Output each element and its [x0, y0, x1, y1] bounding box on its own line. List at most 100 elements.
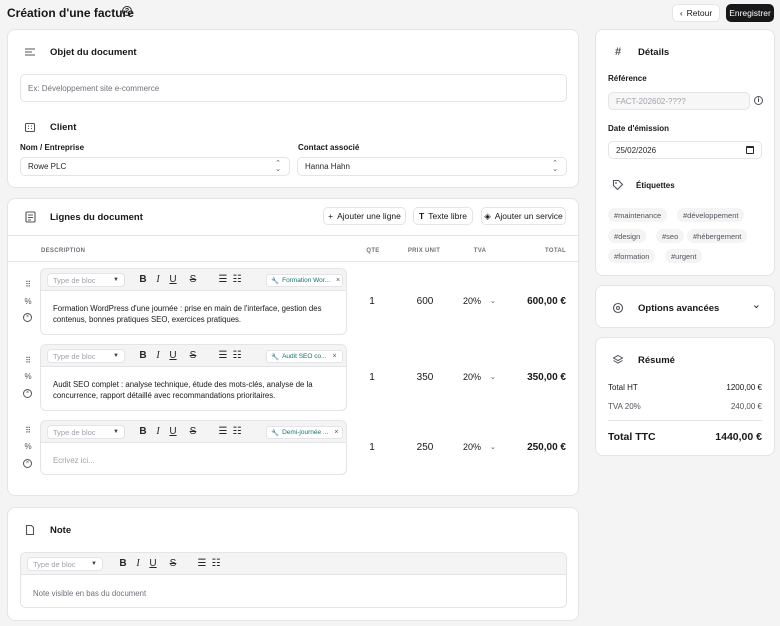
close-icon[interactable]: × — [332, 353, 337, 360]
line-editor[interactable]: Type de bloc ▼ B I U S ☰ ☷ 🔧 Formation Wor… — [40, 268, 347, 335]
bullet-list-icon[interactable]: ☰ — [218, 426, 228, 437]
company-select[interactable]: Rowe PLC ⌃ ⌄ — [20, 157, 290, 176]
lines-section-title: Lignes du document — [22, 210, 143, 224]
bullet-list-icon[interactable]: ☰ — [197, 558, 207, 569]
underline-icon[interactable]: U — [169, 426, 177, 437]
underline-icon[interactable]: U — [169, 350, 177, 361]
tag-chip[interactable]: #seo — [656, 229, 685, 243]
italic-icon[interactable]: I — [156, 350, 160, 361]
numbered-list-icon[interactable]: ☷ — [232, 426, 242, 437]
bold-icon[interactable]: B — [139, 350, 147, 361]
qty-value[interactable]: 1 — [369, 372, 375, 383]
chevron-down-icon: ⌄ — [490, 444, 496, 451]
service-tag[interactable]: 🔧 Formation Wor... × — [266, 274, 343, 287]
block-type-select[interactable]: Type de bloc ▼ — [27, 557, 103, 571]
caret-down-icon: ▼ — [91, 561, 97, 567]
caret-down-icon: ▼ — [113, 277, 119, 283]
numbered-list-icon[interactable]: ☷ — [232, 274, 242, 285]
save-button[interactable]: Enregistrer — [726, 4, 774, 22]
close-icon[interactable]: × — [336, 277, 341, 284]
wrench-icon: 🔧 — [271, 429, 280, 437]
drag-handle-icon[interactable]: ⠿ — [25, 356, 31, 365]
editor-toolbar: Type de bloc ▼ B I U S ☰ ☷ 🔧 Formation Wor… — [41, 269, 346, 291]
bold-icon[interactable]: B — [119, 558, 127, 569]
price-value[interactable]: 350 — [416, 372, 434, 383]
strikethrough-icon[interactable]: S — [189, 426, 197, 437]
contact-label: Contact associé — [298, 143, 360, 152]
chevron-down-icon: ⌄ — [490, 374, 496, 381]
tag-chip[interactable]: #formation — [608, 249, 656, 263]
vat-select[interactable]: 20% — [462, 372, 481, 382]
line-editor[interactable]: Type de bloc ▼ B I U S ☰ ☷ 🔧 Audit SEO co.… — [40, 344, 347, 411]
caret-down-icon: ▼ — [113, 429, 119, 435]
summary-section-title: Résumé — [610, 353, 675, 367]
date-label: Date d'émission — [608, 124, 670, 133]
drag-handle-icon[interactable]: ⠿ — [25, 426, 31, 435]
text-icon: T — [419, 211, 425, 221]
remove-icon[interactable]: × — [23, 459, 32, 468]
free-text-button[interactable]: T Texte libre — [413, 207, 473, 225]
add-service-button[interactable]: ◈ Ajouter un service — [481, 207, 566, 225]
tag-chip[interactable]: #développement — [677, 208, 745, 222]
file-icon — [22, 523, 38, 537]
price-value[interactable]: 250 — [416, 442, 434, 453]
info-icon[interactable]: i — [754, 96, 763, 105]
qty-value[interactable]: 1 — [369, 442, 375, 453]
underline-icon[interactable]: U — [149, 558, 157, 569]
remove-icon[interactable]: × — [23, 389, 32, 398]
tag-chip[interactable]: #design — [608, 229, 647, 243]
italic-icon[interactable]: I — [156, 426, 160, 437]
bold-icon[interactable]: B — [139, 274, 147, 285]
col-unit-price: PRIX UNIT — [407, 248, 441, 254]
chevron-down-icon[interactable]: ⌄ — [751, 299, 761, 311]
strikethrough-icon[interactable]: S — [189, 350, 197, 361]
drag-handle-icon[interactable]: ⠿ — [25, 280, 31, 289]
italic-icon[interactable]: I — [156, 274, 160, 285]
strikethrough-icon[interactable]: S — [189, 274, 197, 285]
line-total: 250,00 € — [527, 442, 566, 453]
numbered-list-icon[interactable]: ☷ — [232, 350, 242, 361]
client-section-title: Client — [22, 120, 76, 134]
service-tag[interactable]: 🔧 Audit SEO co... × — [266, 350, 343, 363]
tag-chip[interactable]: #hébergement — [687, 229, 748, 243]
note-editor[interactable]: Type de bloc ▼ B I U S ☰ ☷ Note visible e… — [20, 552, 567, 608]
settings-icon — [610, 301, 626, 315]
italic-icon[interactable]: I — [136, 558, 140, 569]
calendar-icon[interactable] — [746, 146, 754, 154]
tag-icon — [610, 178, 626, 192]
reference-input[interactable]: FACT-202602-???? — [608, 92, 750, 110]
block-type-select[interactable]: Type de bloc ▼ — [47, 349, 125, 363]
service-tag[interactable]: 🔧 Demi-journée ... × — [266, 426, 343, 439]
add-line-button[interactable]: + Ajouter une ligne — [323, 207, 406, 225]
bold-icon[interactable]: B — [139, 426, 147, 437]
underline-icon[interactable]: U — [169, 274, 177, 285]
bullet-list-icon[interactable]: ☰ — [218, 274, 228, 285]
contact-select[interactable]: Hanna Hahn ⌃ ⌄ — [297, 157, 567, 176]
bullet-list-icon[interactable]: ☰ — [218, 350, 228, 361]
advanced-options-card[interactable]: Options avancées ⌄ — [595, 285, 775, 328]
block-type-select[interactable]: Type de bloc ▼ — [47, 273, 125, 287]
help-icon[interactable]: ? — [122, 6, 132, 16]
vat-select[interactable]: 20% — [462, 296, 481, 306]
percent-icon[interactable]: % — [24, 372, 32, 381]
percent-icon[interactable]: % — [24, 297, 32, 306]
caret-down-icon: ▼ — [113, 353, 119, 359]
qty-value[interactable]: 1 — [369, 296, 375, 307]
date-input[interactable]: 25/02/2026 — [608, 141, 762, 159]
back-button[interactable]: ‹ Retour — [672, 4, 720, 22]
vat-select[interactable]: 20% — [462, 442, 481, 452]
close-icon[interactable]: × — [334, 429, 339, 436]
col-total: TOTAL — [545, 248, 566, 254]
price-value[interactable]: 600 — [416, 296, 434, 307]
object-section-title: Objet du document — [22, 45, 137, 59]
block-type-select[interactable]: Type de bloc ▼ — [47, 425, 125, 439]
line-editor[interactable]: Type de bloc ▼ B I U S ☰ ☷ 🔧 Demi-journée … — [40, 420, 347, 475]
tag-chip[interactable]: #maintenance — [608, 208, 668, 222]
remove-icon[interactable]: × — [23, 313, 32, 322]
numbered-list-icon[interactable]: ☷ — [211, 558, 221, 569]
object-input[interactable]: Ex: Développement site e-commerce — [20, 74, 567, 102]
line-description-placeholder: Ecrivez ici... — [53, 456, 95, 465]
tag-chip[interactable]: #urgent — [665, 249, 703, 263]
percent-icon[interactable]: % — [24, 442, 32, 451]
strikethrough-icon[interactable]: S — [169, 558, 177, 569]
